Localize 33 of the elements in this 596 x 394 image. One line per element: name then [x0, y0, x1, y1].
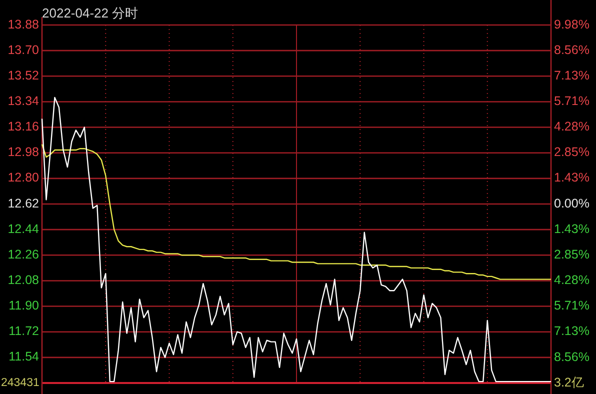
- y2-tick-label: 5.71%: [554, 298, 590, 313]
- y2-tick-label: 4.28%: [554, 120, 590, 134]
- line-series: [41, 96, 552, 382]
- y-tick-label: 13.52: [8, 68, 40, 82]
- y-tick-label: 13.70: [8, 42, 40, 57]
- text: 3.2亿: [554, 375, 584, 390]
- y2-tick-label: 9.98%: [554, 17, 590, 32]
- y2-tick-label: 0.00%: [554, 196, 590, 210]
- y2-tick-label: 5.71%: [554, 94, 590, 108]
- y2-tick-label: 8.56%: [554, 350, 590, 364]
- y-tick-label: 12.62: [8, 196, 40, 210]
- text: 243431: [1, 377, 40, 390]
- y2-tick-label: 2.85%: [554, 145, 590, 160]
- y-tick-label: 12.44: [8, 222, 40, 236]
- y-tick-label: 12.98: [8, 145, 40, 160]
- y2-tick-label: 7.13%: [554, 68, 590, 82]
- y2-tick-label: 8.56%: [554, 42, 590, 57]
- y-tick-label: 13.88: [8, 17, 40, 32]
- chart-title: 2022-04-22 分时: [42, 5, 138, 20]
- y-tick-label: 12.80: [8, 170, 40, 185]
- y-tick-label: 11.54: [8, 350, 40, 364]
- y2-tick-label: 1.43%: [554, 222, 590, 236]
- y-tick-label: 12.26: [8, 247, 40, 262]
- y-tick-label: 11.72: [8, 324, 40, 338]
- y-tick-label: 11.90: [8, 298, 40, 313]
- y-tick-label: 12.08: [8, 273, 40, 288]
- y2-tick-label: 2.85%: [554, 247, 590, 262]
- line-series: [41, 144, 552, 280]
- y-tick-label: 13.16: [8, 120, 40, 134]
- y2-tick-label: 7.13%: [554, 324, 590, 338]
- y2-tick-label: 1.43%: [554, 170, 590, 185]
- y2-tick-label: 4.28%: [554, 273, 590, 288]
- y-tick-label: 13.34: [8, 94, 40, 108]
